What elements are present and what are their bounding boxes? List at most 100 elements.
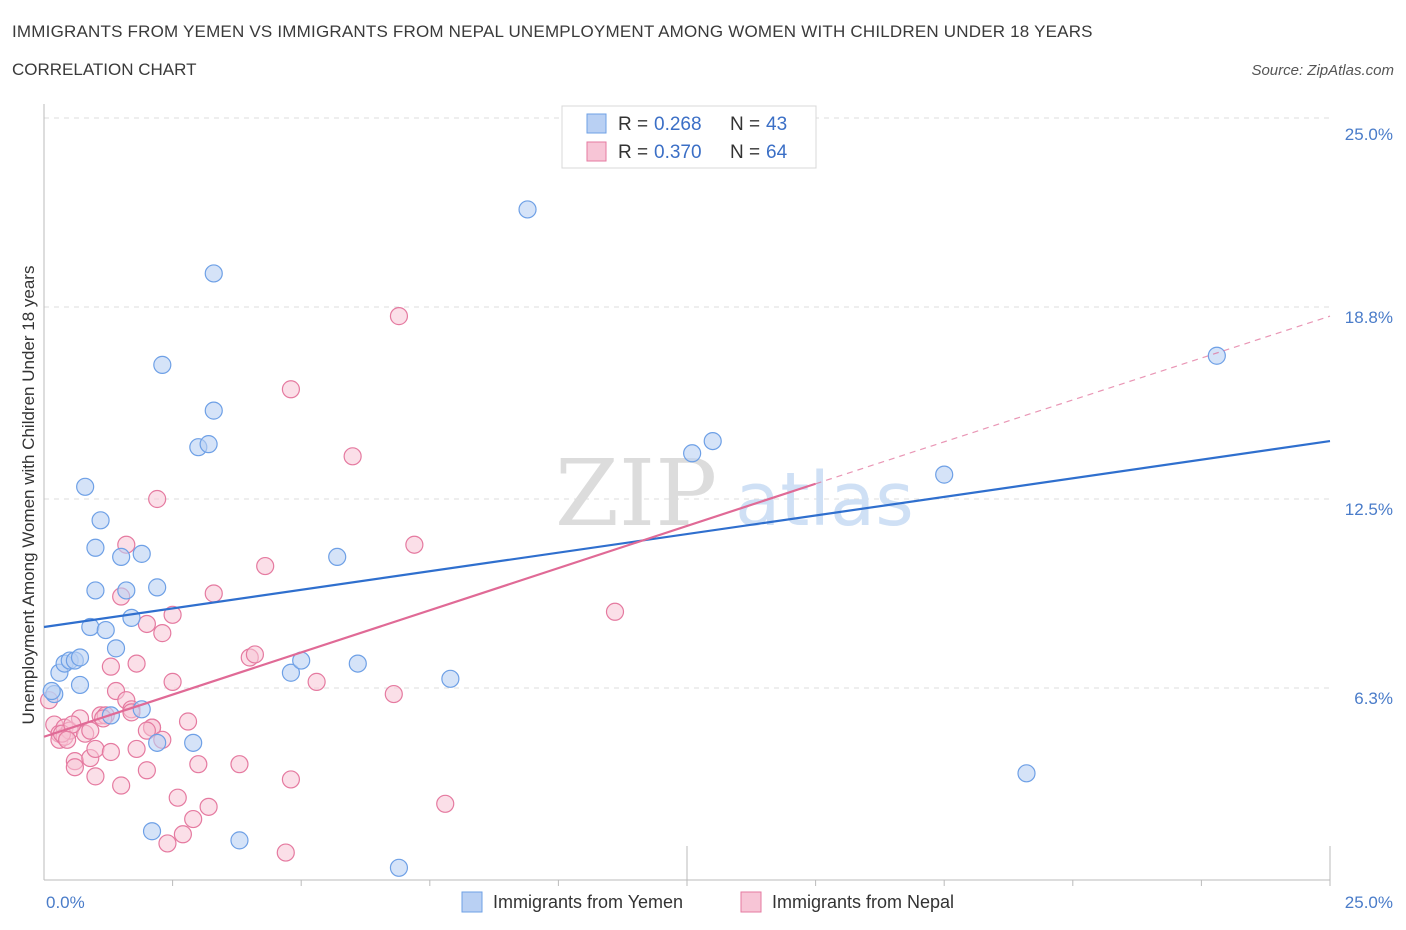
yemen-point-9 (86, 538, 105, 557)
yemen-point-38 (703, 431, 722, 451)
yemen-point-21 (148, 578, 167, 597)
nepal-point-18 (101, 657, 120, 676)
yemen-point-12 (96, 620, 115, 640)
series-yemen-points (42, 200, 1226, 877)
yemen-point-15 (112, 547, 131, 567)
y-tick-label-3: 25.0% (1345, 125, 1393, 144)
watermark-atlas: atlas (735, 457, 914, 543)
nepal-point-13 (86, 767, 105, 786)
nepal-point-47 (256, 556, 275, 576)
yemen-point-29 (230, 831, 249, 850)
legend-swatch-yemen (586, 113, 607, 134)
nepal-point-42 (199, 797, 218, 816)
nepal-point-36 (163, 672, 182, 691)
yemen-point-39 (935, 465, 954, 484)
nepal-point-26 (127, 654, 146, 673)
chart-title: IMMIGRANTS FROM YEMEN VS IMMIGRANTS FROM… (12, 22, 1093, 41)
yemen-trend-line (43, 439, 1331, 629)
correlation-legend: R = 0.268 N = 43 R = 0.370 N = 64 (561, 105, 817, 169)
yemen-point-30 (281, 663, 301, 682)
nepal-point-35 (163, 605, 182, 624)
yemen-point-33 (348, 654, 367, 673)
nepal-point-56 (436, 794, 455, 813)
nepal-trend-extension (815, 315, 1331, 485)
bottom-legend-label-yemen: Immigrants from Yemen (493, 892, 683, 912)
bottom-legend-label-nepal: Immigrants from Nepal (772, 892, 954, 912)
nepal-trend-line (43, 482, 816, 738)
yemen-point-28 (204, 264, 223, 283)
legend-r-value-nepal: 0.370 (654, 142, 702, 163)
bottom-legend-swatch-yemen (461, 891, 483, 913)
nepal-point-54 (389, 307, 409, 326)
nepal-point-40 (184, 809, 203, 829)
yemen-point-5 (70, 648, 90, 667)
yemen-point-23 (153, 355, 172, 374)
yemen-point-14 (106, 639, 126, 658)
nepal-point-63 (58, 730, 77, 749)
legend-n-label-nepal: N = (730, 142, 760, 163)
nepal-point-27 (137, 761, 156, 780)
yemen-point-36 (518, 200, 537, 219)
nepal-point-44 (230, 755, 249, 774)
nepal-point-46 (245, 645, 265, 664)
x-tick-labels: 0.0% 25.0% (46, 893, 1393, 912)
legend-r-label-nepal: R = (618, 142, 648, 163)
nepal-point-41 (189, 755, 208, 774)
series-legend: Immigrants from Yemen Immigrants from Ne… (461, 891, 954, 913)
gridlines (44, 117, 1330, 689)
y-tick-label-0: 6.3% (1354, 689, 1393, 708)
y-tick-label-1: 12.5% (1345, 500, 1393, 519)
yemen-point-27 (204, 401, 223, 420)
trend-lines (43, 315, 1331, 738)
legend-n-label-yemen: N = (730, 114, 760, 135)
yemen-point-18 (132, 544, 151, 563)
yemen-point-41 (1207, 346, 1226, 365)
yemen-point-20 (142, 822, 162, 841)
yemen-point-40 (1017, 764, 1036, 783)
nepal-point-57 (605, 602, 625, 621)
axes (43, 104, 1331, 886)
legend-n-value-nepal: 64 (766, 142, 788, 163)
nepal-point-33 (153, 624, 172, 643)
yemen-point-6 (70, 675, 90, 695)
yemen-point-42 (42, 681, 61, 701)
yemen-point-32 (328, 547, 347, 567)
nepal-point-12 (81, 721, 100, 740)
nepal-point-8 (65, 758, 84, 777)
nepal-point-43 (204, 584, 223, 603)
legend-r-label-yemen: R = (618, 114, 648, 135)
yemen-point-10 (86, 581, 105, 600)
yemen-point-11 (91, 511, 110, 530)
nepal-point-37 (168, 788, 187, 807)
y-axis-label: Unemployment Among Women with Children U… (19, 266, 38, 725)
legend-swatch-nepal (586, 141, 607, 162)
nepal-point-34 (158, 834, 177, 853)
nepal-point-50 (281, 380, 301, 399)
yemen-point-16 (117, 581, 136, 600)
nepal-point-38 (173, 825, 192, 844)
nepal-point-14 (86, 739, 105, 759)
yemen-point-22 (148, 733, 167, 752)
nepal-point-28 (137, 614, 156, 634)
nepal-point-62 (137, 721, 156, 740)
source-credit: Source: ZipAtlas.com (1251, 62, 1394, 79)
yemen-point-37 (683, 444, 702, 463)
nepal-point-55 (405, 535, 424, 554)
chart-subtitle: CORRELATION CHART (12, 60, 197, 79)
nepal-point-52 (343, 447, 362, 466)
yemen-point-34 (389, 858, 409, 877)
nepal-point-17 (101, 742, 120, 762)
legend-n-value-yemen: 43 (766, 114, 787, 135)
nepal-point-48 (276, 843, 295, 862)
x-tick-label-min: 0.0% (46, 893, 85, 912)
yemen-point-35 (441, 669, 460, 688)
watermark: ZIP atlas (555, 440, 914, 547)
bottom-legend-swatch-nepal (740, 891, 762, 913)
nepal-point-39 (178, 712, 198, 731)
nepal-point-31 (148, 489, 167, 509)
nepal-point-51 (307, 672, 326, 691)
yemen-point-7 (76, 477, 95, 496)
nepal-point-53 (384, 684, 403, 704)
y-tick-label-2: 18.8% (1345, 308, 1393, 327)
